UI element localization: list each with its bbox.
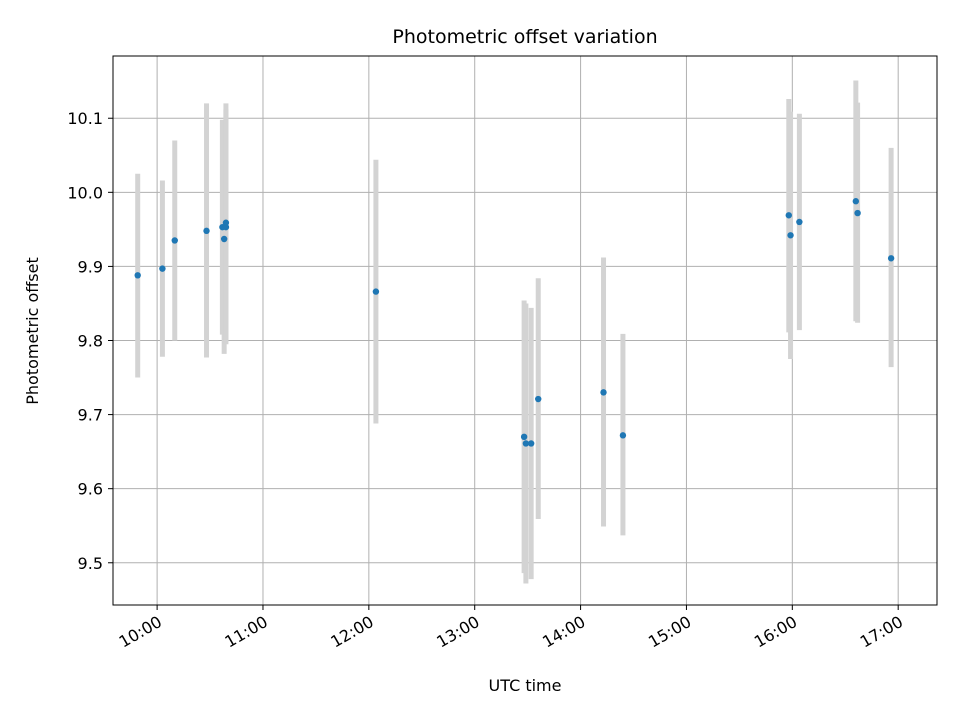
data-point (796, 218, 803, 226)
data-point (220, 235, 228, 243)
y-tick-label: 9.7 (78, 406, 103, 425)
data-point (785, 212, 792, 219)
data-point (134, 272, 141, 279)
data-point (852, 198, 860, 205)
data-point (887, 255, 895, 262)
data-points (134, 198, 895, 447)
y-tick-label: 9.6 (78, 480, 103, 499)
y-tick-label: 10.1 (67, 109, 103, 128)
data-point (171, 237, 178, 244)
data-point (159, 265, 166, 272)
data-point (600, 389, 607, 396)
data-point (527, 440, 535, 447)
x-axis-label: UTC time (489, 676, 562, 695)
data-point (619, 432, 627, 439)
y-axis-label: Photometric offset (23, 257, 42, 405)
data-point (535, 395, 542, 403)
data-point (372, 288, 380, 295)
plot-frame (112, 55, 938, 606)
y-tick-label: 9.5 (78, 554, 103, 573)
y-tick-label: 9.8 (78, 332, 103, 351)
y-axis-ticks: 9.5 9.6 9.7 9.8 9.9 10.0 10.1 (67, 109, 113, 573)
y-tick-label: 9.9 (78, 257, 103, 276)
y-tick-label: 10.0 (67, 183, 103, 202)
data-point (522, 440, 530, 447)
data-point (520, 433, 528, 441)
data-point (222, 219, 230, 226)
data-point (203, 227, 210, 235)
chart-title: Photometric offset variation (392, 26, 657, 48)
data-point (222, 223, 230, 231)
data-point (854, 209, 861, 217)
data-point (787, 232, 794, 239)
